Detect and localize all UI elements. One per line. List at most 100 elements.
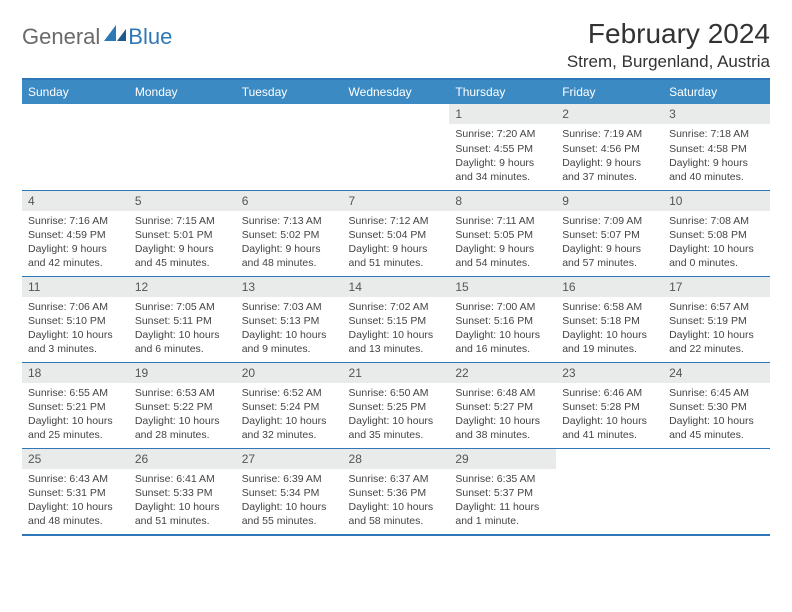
daylight-line: Daylight: 10 hours and 38 minutes. bbox=[455, 414, 550, 442]
calendar-day-cell: 23Sunrise: 6:46 AMSunset: 5:28 PMDayligh… bbox=[556, 362, 663, 448]
day-details: Sunrise: 6:46 AMSunset: 5:28 PMDaylight:… bbox=[556, 383, 663, 447]
sunrise-line: Sunrise: 6:52 AM bbox=[242, 386, 337, 400]
calendar-week-row: ........1Sunrise: 7:20 AMSunset: 4:55 PM… bbox=[22, 104, 770, 190]
day-number: 16 bbox=[556, 277, 663, 297]
sunrise-line: Sunrise: 6:45 AM bbox=[669, 386, 764, 400]
daylight-line: Daylight: 10 hours and 45 minutes. bbox=[669, 414, 764, 442]
day-details: Sunrise: 6:58 AMSunset: 5:18 PMDaylight:… bbox=[556, 297, 663, 361]
daylight-line: Daylight: 10 hours and 58 minutes. bbox=[349, 500, 444, 528]
sunset-line: Sunset: 5:34 PM bbox=[242, 486, 337, 500]
calendar-table: Sunday Monday Tuesday Wednesday Thursday… bbox=[22, 80, 770, 534]
sunrise-line: Sunrise: 7:05 AM bbox=[135, 300, 230, 314]
sunset-line: Sunset: 5:36 PM bbox=[349, 486, 444, 500]
sunrise-line: Sunrise: 6:55 AM bbox=[28, 386, 123, 400]
sunset-line: Sunset: 5:24 PM bbox=[242, 400, 337, 414]
sunrise-line: Sunrise: 7:09 AM bbox=[562, 214, 657, 228]
day-details: Sunrise: 6:41 AMSunset: 5:33 PMDaylight:… bbox=[129, 469, 236, 533]
calendar-day-cell: 14Sunrise: 7:02 AMSunset: 5:15 PMDayligh… bbox=[343, 276, 450, 362]
daylight-line: Daylight: 10 hours and 19 minutes. bbox=[562, 328, 657, 356]
day-details: Sunrise: 6:35 AMSunset: 5:37 PMDaylight:… bbox=[449, 469, 556, 533]
calendar-day-cell: 12Sunrise: 7:05 AMSunset: 5:11 PMDayligh… bbox=[129, 276, 236, 362]
weekday-header: Thursday bbox=[449, 80, 556, 104]
calendar-day-cell: 17Sunrise: 6:57 AMSunset: 5:19 PMDayligh… bbox=[663, 276, 770, 362]
sunset-line: Sunset: 5:19 PM bbox=[669, 314, 764, 328]
calendar-day-cell: 3Sunrise: 7:18 AMSunset: 4:58 PMDaylight… bbox=[663, 104, 770, 190]
sunrise-line: Sunrise: 6:58 AM bbox=[562, 300, 657, 314]
daylight-line: Daylight: 10 hours and 25 minutes. bbox=[28, 414, 123, 442]
day-number: 17 bbox=[663, 277, 770, 297]
day-number: 20 bbox=[236, 363, 343, 383]
day-number: 18 bbox=[22, 363, 129, 383]
day-details: Sunrise: 6:45 AMSunset: 5:30 PMDaylight:… bbox=[663, 383, 770, 447]
calendar-day-cell: 28Sunrise: 6:37 AMSunset: 5:36 PMDayligh… bbox=[343, 448, 450, 534]
day-number: 12 bbox=[129, 277, 236, 297]
calendar-day-cell: 7Sunrise: 7:12 AMSunset: 5:04 PMDaylight… bbox=[343, 190, 450, 276]
sunset-line: Sunset: 5:37 PM bbox=[455, 486, 550, 500]
day-number: 1 bbox=[449, 104, 556, 124]
logo-text-blue: Blue bbox=[128, 24, 172, 50]
day-details: Sunrise: 6:37 AMSunset: 5:36 PMDaylight:… bbox=[343, 469, 450, 533]
sunrise-line: Sunrise: 7:16 AM bbox=[28, 214, 123, 228]
sunrise-line: Sunrise: 6:35 AM bbox=[455, 472, 550, 486]
daylight-line: Daylight: 9 hours and 42 minutes. bbox=[28, 242, 123, 270]
daylight-line: Daylight: 10 hours and 41 minutes. bbox=[562, 414, 657, 442]
sunrise-line: Sunrise: 7:15 AM bbox=[135, 214, 230, 228]
weekday-header: Wednesday bbox=[343, 80, 450, 104]
sunrise-line: Sunrise: 6:37 AM bbox=[349, 472, 444, 486]
day-details: Sunrise: 7:08 AMSunset: 5:08 PMDaylight:… bbox=[663, 211, 770, 275]
day-details: Sunrise: 7:06 AMSunset: 5:10 PMDaylight:… bbox=[22, 297, 129, 361]
calendar-day-cell: 13Sunrise: 7:03 AMSunset: 5:13 PMDayligh… bbox=[236, 276, 343, 362]
sunrise-line: Sunrise: 6:53 AM bbox=[135, 386, 230, 400]
daylight-line: Daylight: 10 hours and 13 minutes. bbox=[349, 328, 444, 356]
bottom-rule bbox=[22, 534, 770, 536]
sunrise-line: Sunrise: 6:57 AM bbox=[669, 300, 764, 314]
day-number: 26 bbox=[129, 449, 236, 469]
daylight-line: Daylight: 10 hours and 0 minutes. bbox=[669, 242, 764, 270]
sunrise-line: Sunrise: 6:46 AM bbox=[562, 386, 657, 400]
sunrise-line: Sunrise: 6:41 AM bbox=[135, 472, 230, 486]
day-details: Sunrise: 7:09 AMSunset: 5:07 PMDaylight:… bbox=[556, 211, 663, 275]
sunset-line: Sunset: 5:31 PM bbox=[28, 486, 123, 500]
calendar-day-cell: 19Sunrise: 6:53 AMSunset: 5:22 PMDayligh… bbox=[129, 362, 236, 448]
calendar-day-cell: 25Sunrise: 6:43 AMSunset: 5:31 PMDayligh… bbox=[22, 448, 129, 534]
sunset-line: Sunset: 5:02 PM bbox=[242, 228, 337, 242]
sunset-line: Sunset: 5:04 PM bbox=[349, 228, 444, 242]
day-number: 11 bbox=[22, 277, 129, 297]
calendar-day-cell: 16Sunrise: 6:58 AMSunset: 5:18 PMDayligh… bbox=[556, 276, 663, 362]
calendar-day-cell: 10Sunrise: 7:08 AMSunset: 5:08 PMDayligh… bbox=[663, 190, 770, 276]
weekday-header: Tuesday bbox=[236, 80, 343, 104]
day-details: Sunrise: 7:13 AMSunset: 5:02 PMDaylight:… bbox=[236, 211, 343, 275]
daylight-line: Daylight: 10 hours and 32 minutes. bbox=[242, 414, 337, 442]
calendar-day-cell: 26Sunrise: 6:41 AMSunset: 5:33 PMDayligh… bbox=[129, 448, 236, 534]
day-details: Sunrise: 7:12 AMSunset: 5:04 PMDaylight:… bbox=[343, 211, 450, 275]
title-block: February 2024 Strem, Burgenland, Austria bbox=[567, 18, 770, 72]
calendar-day-cell: 9Sunrise: 7:09 AMSunset: 5:07 PMDaylight… bbox=[556, 190, 663, 276]
calendar-header: Sunday Monday Tuesday Wednesday Thursday… bbox=[22, 80, 770, 104]
sunset-line: Sunset: 4:59 PM bbox=[28, 228, 123, 242]
daylight-line: Daylight: 9 hours and 34 minutes. bbox=[455, 156, 550, 184]
sunrise-line: Sunrise: 6:43 AM bbox=[28, 472, 123, 486]
day-details: Sunrise: 7:20 AMSunset: 4:55 PMDaylight:… bbox=[449, 124, 556, 188]
day-details: Sunrise: 6:50 AMSunset: 5:25 PMDaylight:… bbox=[343, 383, 450, 447]
sunset-line: Sunset: 5:07 PM bbox=[562, 228, 657, 242]
sunset-line: Sunset: 5:30 PM bbox=[669, 400, 764, 414]
weekday-header: Monday bbox=[129, 80, 236, 104]
logo: General Blue bbox=[22, 18, 172, 50]
daylight-line: Daylight: 10 hours and 51 minutes. bbox=[135, 500, 230, 528]
day-number: 27 bbox=[236, 449, 343, 469]
daylight-line: Daylight: 10 hours and 28 minutes. bbox=[135, 414, 230, 442]
sunrise-line: Sunrise: 7:18 AM bbox=[669, 127, 764, 141]
sunset-line: Sunset: 4:58 PM bbox=[669, 142, 764, 156]
day-number: 15 bbox=[449, 277, 556, 297]
sunset-line: Sunset: 5:15 PM bbox=[349, 314, 444, 328]
daylight-line: Daylight: 9 hours and 57 minutes. bbox=[562, 242, 657, 270]
sunset-line: Sunset: 5:28 PM bbox=[562, 400, 657, 414]
sunrise-line: Sunrise: 7:19 AM bbox=[562, 127, 657, 141]
day-number: 7 bbox=[343, 191, 450, 211]
calendar-day-cell: 18Sunrise: 6:55 AMSunset: 5:21 PMDayligh… bbox=[22, 362, 129, 448]
sunset-line: Sunset: 5:11 PM bbox=[135, 314, 230, 328]
day-details: Sunrise: 6:55 AMSunset: 5:21 PMDaylight:… bbox=[22, 383, 129, 447]
sunrise-line: Sunrise: 7:20 AM bbox=[455, 127, 550, 141]
sunrise-line: Sunrise: 7:02 AM bbox=[349, 300, 444, 314]
sunrise-line: Sunrise: 6:50 AM bbox=[349, 386, 444, 400]
